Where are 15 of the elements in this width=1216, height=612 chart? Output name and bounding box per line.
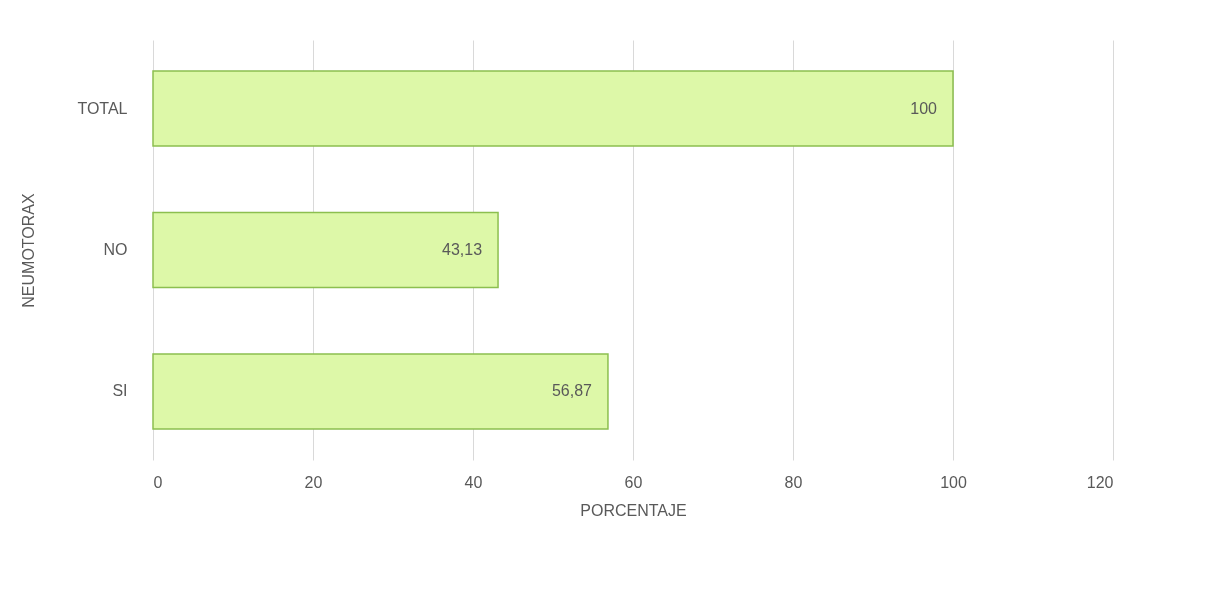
y-tick-label: SI <box>112 382 128 400</box>
x-tick-label: 0 <box>153 473 163 491</box>
y-tick-label: TOTAL <box>77 99 128 117</box>
x-tick-label: 40 <box>464 473 483 491</box>
x-tick-label: 80 <box>784 473 803 491</box>
y-tick-label: NO <box>103 241 128 258</box>
data-label: 43,13 <box>441 241 483 258</box>
data-label: 100 <box>910 99 938 117</box>
x-tick-label: 60 <box>624 473 643 491</box>
x-tick-label: 120 <box>1086 473 1114 491</box>
x-tick-label: 100 <box>940 473 967 491</box>
data-label: 56,87 <box>551 382 593 400</box>
x-tick-label: 20 <box>304 473 323 491</box>
y-axis-title: NEUMOTORAX <box>20 192 38 308</box>
x-axis-title: PORCENTAJE <box>580 501 687 519</box>
